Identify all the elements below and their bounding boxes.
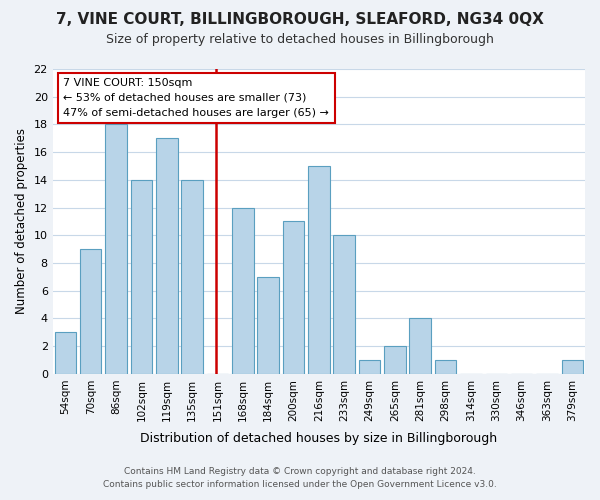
Bar	[283, 222, 304, 374]
Text: 7 VINE COURT: 150sqm
← 53% of detached houses are smaller (73)
47% of semi-detac: 7 VINE COURT: 150sqm ← 53% of detached h…	[64, 78, 329, 118]
Text: 7, VINE COURT, BILLINGBOROUGH, SLEAFORD, NG34 0QX: 7, VINE COURT, BILLINGBOROUGH, SLEAFORD,…	[56, 12, 544, 28]
Bar	[384, 346, 406, 374]
Bar	[257, 277, 279, 374]
Text: Contains HM Land Registry data © Crown copyright and database right 2024.
Contai: Contains HM Land Registry data © Crown c…	[103, 467, 497, 489]
Bar	[359, 360, 380, 374]
Bar	[435, 360, 457, 374]
X-axis label: Distribution of detached houses by size in Billingborough: Distribution of detached houses by size …	[140, 432, 497, 445]
Bar	[131, 180, 152, 374]
Bar	[156, 138, 178, 374]
Bar	[562, 360, 583, 374]
Text: Size of property relative to detached houses in Billingborough: Size of property relative to detached ho…	[106, 32, 494, 46]
Bar	[80, 249, 101, 374]
Bar	[409, 318, 431, 374]
Bar	[232, 208, 254, 374]
Bar	[308, 166, 329, 374]
Bar	[334, 236, 355, 374]
Y-axis label: Number of detached properties: Number of detached properties	[15, 128, 28, 314]
Bar	[181, 180, 203, 374]
Bar	[55, 332, 76, 374]
Bar	[105, 124, 127, 374]
